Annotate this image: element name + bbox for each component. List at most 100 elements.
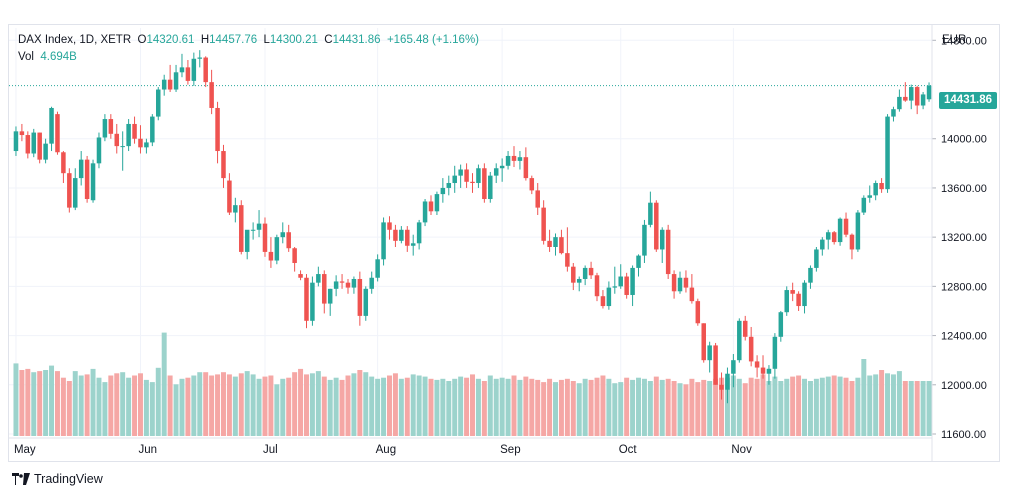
candle-body xyxy=(553,237,558,247)
candle-body xyxy=(624,276,629,295)
candle-body xyxy=(280,232,286,238)
candle-body xyxy=(310,282,315,321)
volume-bar xyxy=(665,378,671,436)
candle-body xyxy=(167,79,173,90)
volume-bar xyxy=(321,376,327,436)
volume-bar xyxy=(60,377,66,436)
volume-bar xyxy=(843,377,849,436)
high-label: H xyxy=(200,34,210,46)
volume-bar xyxy=(434,379,440,436)
volume-bar xyxy=(914,381,920,436)
candle-body xyxy=(221,151,226,179)
candle-body xyxy=(114,133,120,147)
volume-bar xyxy=(855,377,861,436)
candle-body xyxy=(67,173,72,208)
candle-body xyxy=(754,361,760,368)
y-tick-label: 13200.00 xyxy=(941,232,987,244)
candle-body xyxy=(268,251,274,261)
volume-legend: Vol 4.694B xyxy=(18,51,77,63)
volume-bar xyxy=(339,379,345,436)
volume-bar xyxy=(19,370,25,436)
volume-bar xyxy=(66,381,72,436)
candle-body xyxy=(90,163,96,201)
candle-body xyxy=(517,157,523,161)
volume-bar xyxy=(108,375,114,436)
candle-body xyxy=(150,116,155,143)
candle-body xyxy=(529,178,535,191)
volume-bar xyxy=(724,377,730,436)
candle-body xyxy=(784,290,789,313)
candle-body xyxy=(209,82,214,108)
volume-bar xyxy=(404,377,410,436)
volume-bar xyxy=(458,376,464,436)
candle-body xyxy=(351,278,357,288)
candle-body xyxy=(778,312,784,337)
volume-bar xyxy=(707,381,713,436)
volume-bar xyxy=(778,381,784,436)
open-label: O xyxy=(137,34,147,46)
candle-body xyxy=(387,222,392,230)
candle-body xyxy=(144,142,149,148)
candle-body xyxy=(292,248,297,263)
candle-body xyxy=(464,169,469,182)
volume-bar xyxy=(499,377,505,436)
candle-body xyxy=(179,67,185,73)
candle-body xyxy=(725,373,730,390)
candle-body xyxy=(820,239,825,250)
volume-bar xyxy=(487,375,493,436)
volume-bar xyxy=(43,370,49,436)
candle-body xyxy=(576,278,582,283)
candle-body xyxy=(683,277,689,288)
candle-body xyxy=(737,320,742,361)
volume-bar xyxy=(647,381,653,436)
volume-bar xyxy=(796,375,802,436)
candle-body xyxy=(31,132,37,154)
volume-bar xyxy=(120,372,126,436)
volume-bar xyxy=(861,359,867,436)
ohlc-legend: DAX Index, 1D, XETR O14320.61 H14457.76 … xyxy=(18,34,479,46)
tradingview-branding[interactable]: TradingView xyxy=(12,472,103,486)
volume-bar xyxy=(114,373,120,436)
candle-body xyxy=(547,240,552,247)
volume-bar xyxy=(920,381,926,436)
candle-body xyxy=(499,165,505,169)
candle-body xyxy=(831,232,837,243)
volume-bar xyxy=(867,375,873,436)
volume-bar xyxy=(636,377,642,436)
candle-body xyxy=(19,131,25,136)
candle-body xyxy=(707,345,712,361)
candle-body xyxy=(458,169,463,176)
volume-bar xyxy=(493,378,499,436)
candle-body xyxy=(233,205,238,213)
candle-body xyxy=(422,201,428,223)
volume-bar xyxy=(215,374,221,436)
candle-body xyxy=(837,218,843,243)
candle-body xyxy=(914,87,920,106)
candle-body xyxy=(244,229,250,252)
candle-body xyxy=(588,267,594,276)
candle-body xyxy=(760,367,766,374)
volume-bar xyxy=(173,384,179,436)
volume-bar xyxy=(677,383,683,436)
candle-body xyxy=(511,155,517,161)
volume-bar xyxy=(398,378,404,436)
volume-bar xyxy=(535,379,541,436)
volume-bar xyxy=(523,376,529,436)
volume-bar xyxy=(143,379,149,436)
volume-bar xyxy=(902,381,908,436)
candle-body xyxy=(322,274,327,304)
volume-bar xyxy=(292,372,298,436)
candle-body xyxy=(665,229,671,275)
candle-body xyxy=(926,85,932,100)
volume-bar xyxy=(606,378,612,436)
candle-body xyxy=(541,207,546,241)
y-tick-label: 12000.00 xyxy=(941,380,987,392)
candle-body xyxy=(173,72,179,90)
volume-bar xyxy=(90,368,96,436)
candle-body xyxy=(191,58,197,81)
volume-bar xyxy=(137,373,143,436)
candle-body xyxy=(523,157,529,179)
volume-bar xyxy=(600,375,606,436)
x-tick-label: May xyxy=(14,444,36,456)
